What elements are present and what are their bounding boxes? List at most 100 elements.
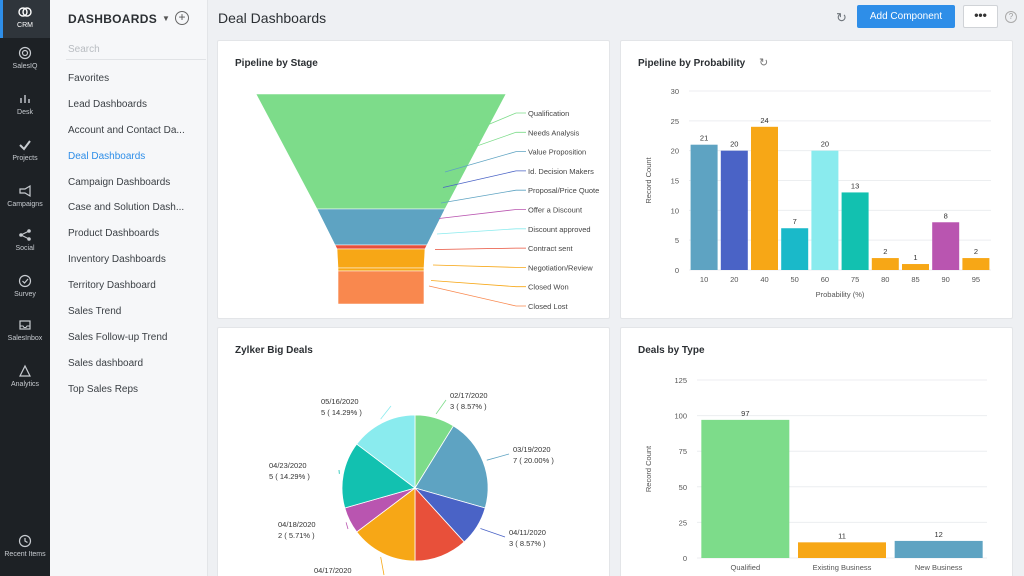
bar [751, 126, 778, 270]
add-dashboard-icon[interactable]: + [175, 11, 189, 25]
refresh-icon[interactable]: ↻ [759, 57, 769, 69]
zylker-big-deals-card: Zylker Big Deals 02/17/2020 3 ( 8.57% ) 03… [217, 327, 610, 576]
sidebar-item-case-solution-dashboards[interactable]: Case and Solution Dash... [68, 202, 185, 214]
y-axis-label: Record Count [644, 445, 653, 492]
funnel-leader-line [448, 112, 526, 142]
rail-item-label: SalesIQ [12, 63, 38, 70]
sidebar-item-inventory-dashboards[interactable]: Inventory Dashboards [68, 254, 166, 266]
bar-value-label: 13 [851, 181, 859, 190]
rail-item-label: Campaigns [7, 201, 43, 208]
x-tick-label: 90 [942, 275, 950, 284]
pie-slice-label: 04/23/2020 [269, 461, 307, 470]
rail-item-recent[interactable]: Recent Items [0, 534, 50, 558]
bar [798, 542, 886, 558]
sidebar-item-favorites[interactable]: Favorites [68, 73, 110, 84]
help-icon[interactable]: ? [1005, 11, 1017, 23]
rail-item-campaigns[interactable]: Campaigns [0, 184, 50, 208]
page-title: Deal Dashboards [218, 10, 327, 26]
funnel-stage-label: Discount approved [528, 225, 591, 234]
funnel-leader-line [436, 228, 526, 235]
funnel-leader-line [440, 189, 526, 204]
funnel-stage-label: Needs Analysis [528, 128, 580, 137]
funnel-leader-line [444, 151, 526, 173]
rail-item-desk[interactable]: Desk [0, 92, 50, 116]
rail-item-projects[interactable]: Projects [0, 138, 50, 162]
rail-item-crm[interactable]: CRM [0, 0, 50, 38]
funnel-leader-line [432, 264, 526, 268]
y-tick-label: 25 [671, 117, 679, 126]
rail-item-analytics[interactable]: Analytics [0, 364, 50, 388]
pie-leader-line [480, 528, 506, 538]
pie-slice-label: 04/17/2020 [314, 566, 352, 575]
funnel-leader-line [430, 280, 526, 288]
x-tick-label: 10 [700, 275, 708, 284]
bar-value-label: 20 [730, 140, 738, 149]
y-tick-label: 0 [683, 554, 687, 563]
funnel-segment [316, 208, 446, 246]
pie-slice-label: 04/11/2020 [509, 528, 546, 537]
rail-item-label: Survey [14, 291, 36, 298]
sidebar-item-top-sales-reps[interactable]: Top Sales Reps [68, 383, 139, 395]
sidebar-item-deal-dashboards[interactable]: Deal Dashboards [68, 150, 146, 162]
x-tick-label: New Business [915, 563, 963, 572]
megaphone-icon [19, 184, 31, 198]
bar-value-label: 8 [944, 211, 948, 220]
pie-chart: 02/17/2020 3 ( 8.57% ) 03/19/2020 7 ( 20.00… [269, 391, 554, 576]
funnel-leader-line [442, 170, 526, 188]
card-title: Zylker Big Deals [235, 345, 313, 356]
pie-leader-line [486, 453, 510, 461]
type-bar-chart: 0 25 50 75 100 125 Record Count 97 Qualified 11 Ex… [644, 376, 987, 572]
sidebar-item-sales-trend[interactable]: Sales Trend [68, 306, 122, 318]
x-tick-label: 80 [881, 275, 889, 284]
funnel-segment [336, 248, 426, 269]
crm-icon [18, 7, 32, 17]
salesiq-icon [18, 46, 32, 60]
y-tick-label: 0 [675, 266, 679, 275]
bar [871, 258, 899, 270]
y-tick-label: 10 [671, 206, 679, 215]
pie-slice-detail: 2 ( 5.71% ) [278, 531, 315, 540]
sidebar-title: DASHBOARDS [68, 12, 158, 26]
sidebar-item-campaign-dashboards[interactable]: Campaign Dashboards [68, 176, 171, 188]
funnel-stage-label: Closed Lost [528, 302, 569, 311]
x-axis-label: Probability (%) [816, 290, 865, 299]
x-tick-label: 75 [851, 275, 859, 284]
funnel-stage-label: Id. Decision Makers [528, 167, 594, 176]
rail-item-social[interactable]: Social [0, 228, 50, 252]
chevron-down-icon[interactable]: ▼ [162, 14, 170, 23]
rail-item-salesiq[interactable]: SalesIQ [0, 46, 50, 70]
more-options-button[interactable]: ••• [963, 5, 998, 28]
funnel-chart: Qualification Needs Analysis Value Proposi… [255, 93, 599, 311]
sidebar-item-lead-dashboards[interactable]: Lead Dashboards [68, 98, 147, 110]
share-icon [19, 229, 31, 241]
desk-icon [20, 95, 30, 103]
bar-value-label: 1 [913, 253, 917, 262]
x-tick-label: Qualified [731, 563, 761, 572]
y-axis-label: Record Count [644, 156, 653, 203]
rail-item-salesinbox[interactable]: SalesInbox [0, 318, 50, 342]
pie-slice [414, 425, 489, 509]
sidebar-item-product-dashboards[interactable]: Product Dashboards [68, 228, 160, 240]
dashboards-sidebar: DASHBOARDS ▼ + Favorites Lead Dashboards… [50, 0, 208, 576]
y-tick-label: 100 [674, 412, 687, 421]
funnel-stage-label: Qualification [528, 109, 569, 118]
app-rail: CRM SalesIQ Desk Projects Campaigns Soci… [0, 0, 50, 576]
sidebar-item-account-contact-dashboards[interactable]: Account and Contact Da... [68, 124, 185, 136]
pie-leader-line [345, 522, 349, 530]
sidebar-item-territory-dashboard[interactable]: Territory Dashboard [68, 280, 156, 292]
sidebar-item-sales-follow-up-trend[interactable]: Sales Follow-up Trend [68, 331, 168, 343]
rail-item-survey[interactable]: Survey [0, 274, 50, 298]
y-tick-label: 20 [671, 147, 679, 156]
funnel-segment [334, 244, 428, 250]
pie-leader-line [380, 405, 392, 420]
x-tick-label: 40 [760, 275, 768, 284]
pie-slice-label: 02/17/2020 [450, 391, 488, 400]
x-tick-label: Existing Business [813, 563, 872, 572]
sidebar-search-input[interactable] [66, 40, 206, 60]
refresh-icon[interactable]: ↻ [836, 10, 847, 25]
add-component-button[interactable]: Add Component [857, 5, 955, 28]
sidebar-item-sales-dashboard[interactable]: Sales dashboard [68, 357, 144, 369]
funnel-stage-label: Offer a Discount [528, 206, 583, 215]
rail-item-label: Analytics [10, 381, 39, 388]
